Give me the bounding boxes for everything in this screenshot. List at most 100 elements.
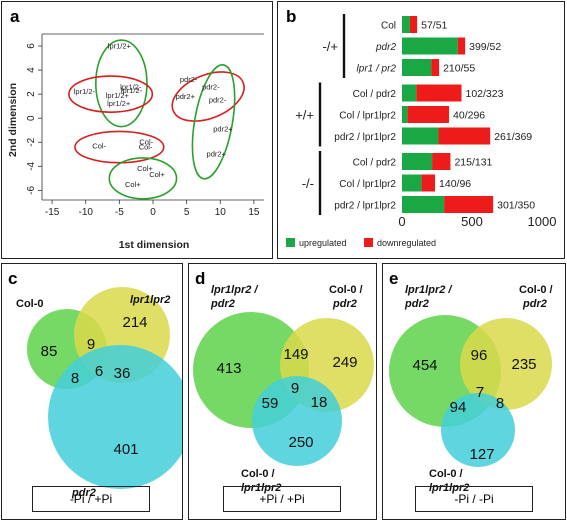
condition-box-c: -Pi / +Pi [32, 486, 150, 512]
sample-point-5: lpr1/2+ [107, 99, 131, 108]
bar-value-label-2: 210/55 [443, 63, 475, 75]
sample-point-13: Col- [139, 138, 153, 147]
row-label-3: Col / pdr2 [353, 89, 397, 100]
venn-d-ac: 59 [262, 395, 279, 412]
venn-d-label-a2: pdr2 [210, 298, 235, 310]
sample-point-7: pdr2- [202, 82, 220, 91]
venn-d-label-c2: lpr1lpr2 [241, 482, 281, 494]
mds-plot: a lpr1/2+lpr1/2-lpr1/2-lpr1/2-lpr1/2+lpr… [7, 7, 264, 251]
x-axis-title: 1st dimension [119, 239, 190, 251]
group-label-1: +/+ [295, 108, 314, 123]
legend: upregulated downregulated [286, 238, 436, 248]
venn-e-label-b2: pdr2 [522, 298, 547, 310]
panel-a: a lpr1/2+ lpr1/2- lpr1/2- lpr1/2- lpr1/2+ lpr… [1, 1, 273, 259]
venn-e-a: 454 [412, 357, 437, 374]
legend-swatch-up [286, 238, 295, 247]
panel-d-label: d [195, 269, 205, 288]
bar-up-1 [402, 37, 458, 55]
bar-value-label-7: 140/96 [439, 178, 471, 190]
sample-point-15: Col+ [137, 164, 153, 173]
row-label-6: Col / pdr2 [353, 158, 397, 169]
panel-e-label: e [389, 269, 398, 288]
venn-e-label-a2: pdr2 [404, 298, 429, 310]
bar-down-0 [409, 16, 418, 33]
y-axis-title: 2nd dimension [7, 83, 19, 157]
venn-d-c: 250 [288, 434, 313, 451]
x-tick-label-4: 5 [184, 207, 190, 218]
bar-up-7 [402, 174, 422, 192]
venn-d-b: 249 [332, 354, 357, 371]
panel-e: e lpr1lpr2 / pdr2 Col-0 / pdr2 Col-0 / l… [382, 263, 566, 520]
x-tick-label-b-1: 500 [461, 214, 483, 229]
cluster-ellipse-4 [74, 130, 165, 164]
bar-down-6 [432, 153, 451, 170]
venn-e: e lpr1lpr2 / pdr2 Col-0 / pdr2 Col-0 / l… [389, 269, 553, 494]
x-tick-label-1: -10 [79, 207, 94, 218]
deg-bar-chart: b 57/51 Col 399/52 pdr2 210/55 lpr1 / pr2 102/… [286, 7, 557, 248]
sample-point-10: pdr2+ [213, 124, 233, 133]
venn-e-bc: 8 [496, 395, 504, 412]
bar-down-8 [444, 196, 494, 213]
x-tick-label-0: -15 [45, 207, 60, 218]
venn-d-set-c [252, 376, 342, 466]
group-label-2: -/- [302, 176, 314, 191]
cluster-ellipse-2 [171, 71, 245, 122]
row-label-0: Col [381, 21, 396, 32]
x-tick-label-b-0: 0 [398, 214, 405, 229]
venn-d-abc: 9 [291, 380, 299, 397]
venn-c-abc: 6 [95, 363, 103, 380]
bar-value-label-0: 57/51 [421, 20, 447, 32]
venn-c: c Col-0 lpr1lpr2 pdr2 85 214 401 9 8 36 … [8, 269, 182, 499]
venn-c-c: 401 [113, 441, 138, 458]
panel-b: b 57/51 Col 399/52 pdr2 210/55 lpr1 / pr2 102/… [277, 1, 565, 259]
bar-up-5 [402, 127, 439, 145]
venn-d-label-b2: pdr2 [332, 298, 357, 310]
legend-swatch-down [364, 238, 373, 247]
condition-box-e: -Pi / -Pi [415, 486, 533, 512]
venn-e-abc: 7 [476, 384, 484, 401]
panel-c: c Col-0 lpr1lpr2 pdr2 85 214 401 9 8 36 … [1, 263, 183, 520]
venn-e-label-c1: Col-0 / [429, 468, 463, 480]
row-label-5: pdr2 / lpr1lpr2 [334, 132, 396, 143]
bar-up-8 [402, 196, 445, 213]
bar-down-3 [416, 84, 462, 102]
sample-point-1: lpr1/2- [74, 87, 96, 96]
y-tick-label-0: -6 [26, 185, 37, 194]
panel-c-label: c [8, 269, 17, 288]
venn-e-label-b1: Col-0 / [519, 284, 553, 296]
y-tick-label-1: -4 [26, 161, 37, 170]
cluster-ellipse-3 [191, 64, 236, 180]
bar-up-6 [402, 153, 433, 170]
bar-up-3 [402, 84, 417, 102]
venn-c-label-pdr2: pdr2 [71, 487, 96, 499]
row-label-1: pdr2 [375, 42, 396, 53]
venn-d-ab: 149 [283, 346, 308, 363]
venn-c-a: 85 [41, 343, 58, 360]
x-tick-label-3: 0 [150, 207, 156, 218]
condition-box-d: +Pi / +Pi [223, 486, 341, 512]
x-tick-label-5: 10 [215, 207, 227, 218]
condition-label-c: -Pi / +Pi [69, 492, 113, 506]
y-tick-label-5: 4 [26, 67, 37, 73]
bar-down-4 [407, 106, 450, 123]
bar-value-label-6: 215/131 [454, 157, 492, 169]
y-tick-label-4: 2 [26, 91, 37, 97]
sample-point-2: lpr1/2- [120, 82, 142, 91]
bar-value-label-8: 301/350 [497, 200, 535, 212]
sample-point-11: pdr2+ [207, 150, 227, 159]
x-tick-label-b-2: 1000 [528, 214, 557, 229]
sample-point-12: Col- [92, 141, 106, 150]
sample-point-4: lpr1/2+ [106, 91, 130, 100]
row-label-2: lpr1 / pr2 [357, 64, 397, 75]
y-tick-label-2: -2 [26, 137, 37, 146]
condition-label-d: +Pi / +Pi [259, 492, 305, 506]
sample-point-0: lpr1/2+ [108, 41, 132, 50]
bar-up-0 [402, 16, 410, 33]
legend-downregulated: downregulated [377, 238, 436, 248]
venn-d: d lpr1lpr2 / pdr2 Col-0 / pdr2 Col-0 / l… [193, 269, 374, 494]
bar-value-label-4: 40/296 [453, 110, 485, 122]
bar-value-label-1: 399/52 [469, 41, 501, 53]
bar-value-label-5: 261/369 [494, 131, 532, 143]
bar-value-label-3: 102/323 [466, 88, 504, 100]
y-tick-label-6: 6 [26, 43, 37, 49]
